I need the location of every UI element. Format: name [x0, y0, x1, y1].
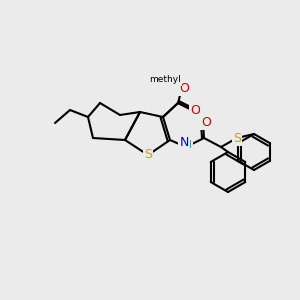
Text: methyl: methyl [149, 76, 181, 85]
Text: O: O [190, 103, 200, 116]
Text: S: S [144, 148, 152, 161]
Text: H: H [184, 140, 192, 150]
Text: O: O [201, 116, 211, 128]
Text: S: S [233, 131, 241, 145]
Text: O: O [179, 82, 189, 94]
Text: N: N [179, 136, 189, 148]
